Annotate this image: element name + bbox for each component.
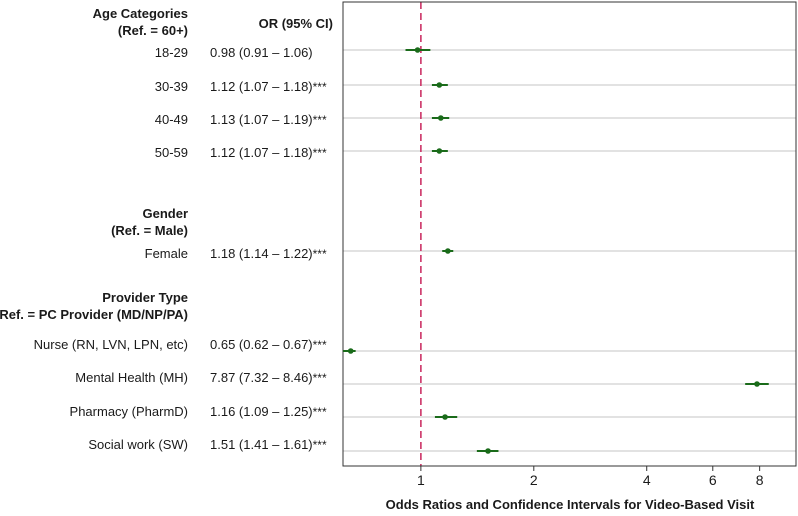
or-point: [436, 82, 443, 88]
row-label: Mental Health (MH): [75, 370, 188, 385]
or-ci-text: 7.87 (7.32 – 8.46): [210, 370, 313, 385]
or-point: [414, 47, 421, 53]
group-title: Gender: [142, 206, 188, 221]
or-ci-text: 0.65 (0.62 – 0.67): [210, 337, 313, 352]
or-ci-value: 0.65 (0.62 – 0.67)***: [210, 337, 327, 353]
or-point: [442, 414, 448, 420]
x-axis-title: Odds Ratios and Confidence Intervals for…: [385, 497, 755, 512]
or-ci-text: 1.51 (1.41 – 1.61): [210, 437, 313, 452]
significance-stars: ***: [312, 371, 327, 385]
or-point: [754, 381, 760, 387]
row-label: Nurse (RN, LVN, LPN, etc): [33, 337, 188, 352]
or-ci-value: 1.12 (1.07 – 1.18)***: [210, 79, 327, 95]
or-ci-text: 1.16 (1.09 – 1.25): [210, 404, 313, 419]
or-point: [485, 448, 491, 454]
row-label: Pharmacy (PharmD): [69, 404, 188, 419]
x-tick-label: 6: [709, 472, 717, 488]
group-reference: (Ref. = PC Provider (MD/NP/PA): [0, 307, 188, 322]
group-title: Age Categories: [92, 6, 188, 21]
or-ci-text: 1.13 (1.07 – 1.19): [210, 112, 313, 127]
or-point: [436, 148, 443, 154]
row-label: Female: [144, 246, 188, 261]
or-point: [347, 348, 354, 354]
row-label: 50-59: [154, 145, 188, 160]
or-ci-text: 1.12 (1.07 – 1.18): [210, 145, 313, 160]
or-ci-text: 1.12 (1.07 – 1.18): [210, 79, 313, 94]
group-reference: (Ref. = 60+): [117, 23, 188, 38]
or-point: [445, 248, 451, 254]
row-label: Social work (SW): [88, 437, 188, 452]
plot-frame: [342, 1, 797, 467]
row-label: 18-29: [154, 45, 188, 60]
or-ci-value: 7.87 (7.32 – 8.46)***: [210, 370, 327, 386]
ci-column-header: OR (95% CI): [258, 16, 333, 31]
significance-stars: ***: [312, 247, 327, 261]
group-reference: (Ref. = Male): [111, 223, 188, 238]
x-tick-label: 8: [756, 472, 764, 488]
significance-stars: ***: [312, 438, 327, 452]
or-ci-text: 1.18 (1.14 – 1.22): [210, 246, 313, 261]
or-ci-value: 1.18 (1.14 – 1.22)***: [210, 246, 327, 262]
row-label: 30-39: [154, 79, 188, 94]
significance-stars: ***: [312, 405, 327, 419]
significance-stars: ***: [312, 80, 327, 94]
or-ci-text: 0.98 (0.91 – 1.06): [210, 45, 313, 60]
or-ci-value: 0.98 (0.91 – 1.06): [210, 45, 313, 61]
or-point: [437, 115, 444, 121]
x-tick-label: 2: [530, 472, 538, 488]
x-tick-label: 4: [643, 472, 651, 488]
significance-stars: ***: [312, 146, 327, 160]
x-tick-label: 1: [417, 472, 425, 488]
or-ci-value: 1.51 (1.41 – 1.61)***: [210, 437, 327, 453]
or-ci-value: 1.12 (1.07 – 1.18)***: [210, 145, 327, 161]
significance-stars: ***: [312, 338, 327, 352]
row-label: 40-49: [154, 112, 188, 127]
or-ci-value: 1.16 (1.09 – 1.25)***: [210, 404, 327, 420]
or-ci-value: 1.13 (1.07 – 1.19)***: [210, 112, 327, 128]
significance-stars: ***: [312, 113, 327, 127]
group-title: Provider Type: [102, 290, 188, 305]
